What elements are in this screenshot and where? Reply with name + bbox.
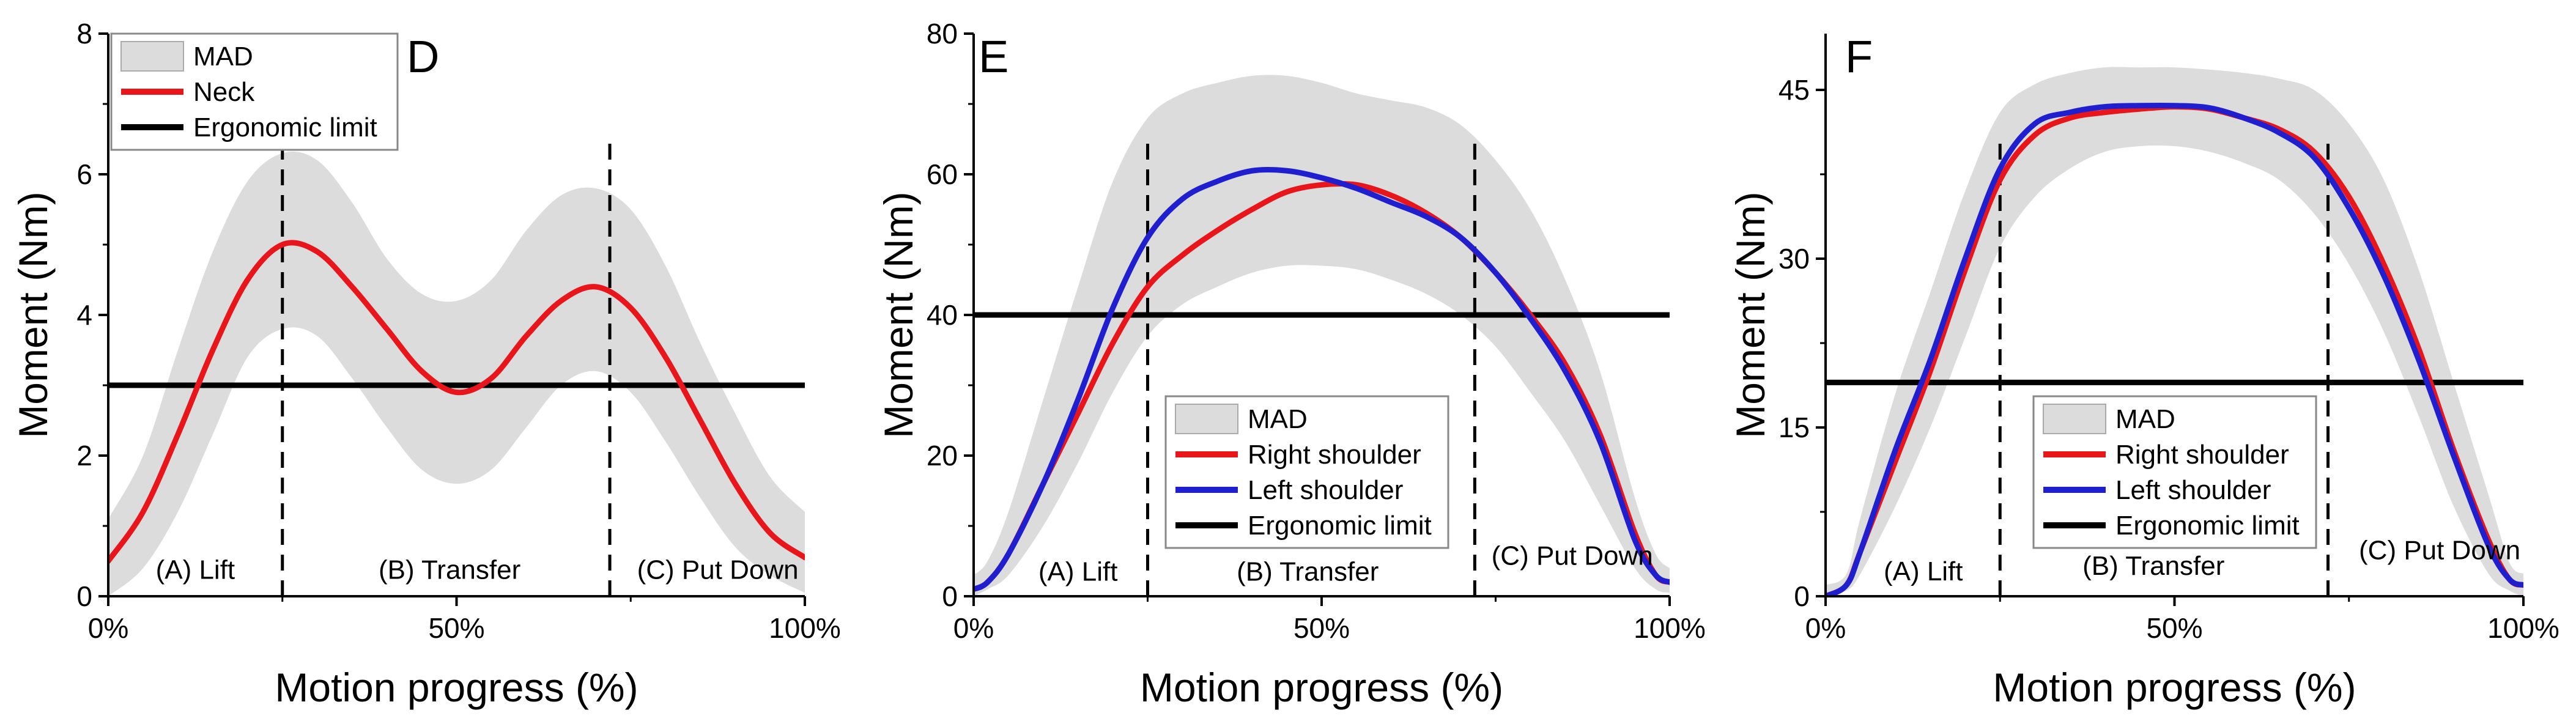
y-tick-label: 0 [942,580,958,612]
x-tick-label: 100% [1634,612,1706,644]
phase-label: (B) Transfer [379,555,520,585]
y-tick-label: 0 [1794,580,1810,612]
x-axis-title: Motion progress (%) [275,665,638,710]
legend-label: Neck [193,77,255,107]
x-tick-label: 50% [1294,612,1350,644]
panel-letter: F [1845,31,1873,82]
legend-label: Ergonomic limit [193,113,377,142]
y-tick-label: 30 [1778,243,1810,275]
y-tick-label: 15 [1778,412,1810,443]
phase-label: (A) Lift [1038,557,1118,587]
y-tick-label: 45 [1778,74,1810,106]
chart-panel-e: 0 20 40 60 80 0% 50% 100% Motion progress (%) Mom… [876,18,1706,710]
legend-label: Right shoulder [1248,440,1421,470]
x-tick-label: 50% [2146,612,2202,644]
chart-panel-f: 0 15 30 45 0% 50% 100% Motion progress (%) Momen… [1728,31,2559,710]
panel-letter: E [979,31,1009,82]
legend-label: Left shoulder [2115,475,2271,505]
y-axis-title: Moment (Nm) [10,191,56,438]
series-line [1826,102,2523,596]
y-axis-title: Moment (Nm) [876,191,921,438]
y-tick-label: 80 [927,18,958,50]
y-tick-label: 20 [927,440,958,471]
phase-label: (C) Put Down [637,555,799,585]
x-tick-label: 0% [953,612,994,644]
y-axis-title: Moment (Nm) [1728,191,1773,438]
legend: MAD Neck Ergonomic limit [110,32,399,151]
phase-label: (A) Lift [156,555,235,585]
legend-swatch-mad [1175,404,1238,434]
legend-label: MAD [1248,404,1308,434]
x-tick-label: 0% [88,612,128,644]
phase-label: (A) Lift [1884,556,1963,586]
legend-label: Ergonomic limit [1248,511,1432,541]
y-tick-label: 0 [76,580,92,612]
legend-swatch-mad [120,41,184,72]
phase-label: (C) Put Down [2359,535,2520,565]
legend-label: MAD [193,42,253,72]
y-tick-label: 8 [76,18,92,50]
phase-label: (B) Transfer [2082,551,2224,581]
legend-label: MAD [2115,404,2175,434]
x-axis-title: Motion progress (%) [1993,665,2356,710]
legend-label: Left shoulder [1248,475,1403,505]
legend: MAD Right shoulder Left shoulder Ergonomic … [1164,395,1449,549]
x-tick-label: 100% [769,612,841,644]
y-tick-label: 6 [76,158,92,190]
phase-label: (C) Put Down [1492,541,1653,571]
y-tick-label: 4 [76,299,92,331]
legend-label: Right shoulder [2115,440,2289,470]
y-tick-label: 2 [76,440,92,471]
x-tick-label: 0% [1805,612,1846,644]
mad-band [108,151,805,596]
x-tick-label: 100% [2487,612,2559,644]
y-tick-label: 40 [927,299,958,331]
series-line [974,180,1670,592]
x-axis-title: Motion progress (%) [1140,665,1503,710]
legend-swatch-mad [2043,404,2106,434]
chart-panel-d: 0 2 4 6 8 0% 50% 100% Motion progress (%) Moment … [10,18,841,710]
panel-letter: D [407,31,439,82]
phase-label: (B) Transfer [1237,557,1379,587]
legend: MAD Right shoulder Left shoulder Ergonomic … [2032,395,2317,549]
y-tick-label: 60 [927,158,958,190]
series-line [108,240,805,564]
series-line [974,166,1670,592]
legend-label: Ergonomic limit [2115,511,2300,541]
x-tick-label: 50% [428,612,484,644]
